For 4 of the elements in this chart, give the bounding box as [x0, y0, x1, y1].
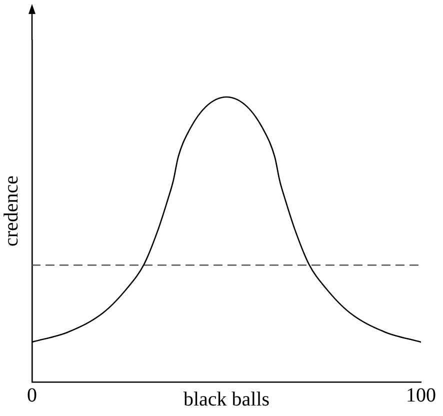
- x-axis-title: black balls: [183, 388, 270, 410]
- y-axis-title: credence: [0, 175, 22, 247]
- x-tick-label: 100: [406, 384, 436, 406]
- x-tick-label: 0: [27, 384, 37, 406]
